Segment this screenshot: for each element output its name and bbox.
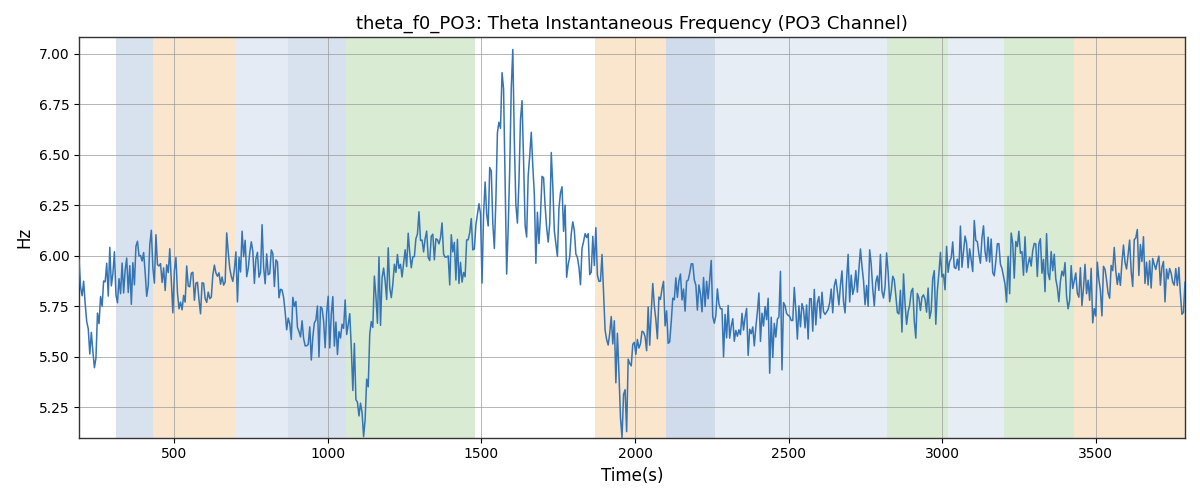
Bar: [595, 38, 666, 438]
Bar: [288, 38, 347, 438]
Bar: [948, 38, 1003, 438]
Y-axis label: Hz: Hz: [14, 227, 32, 248]
Bar: [767, 38, 826, 438]
Bar: [1151, 38, 1184, 438]
Bar: [715, 38, 767, 438]
Bar: [389, 38, 475, 438]
Bar: [887, 38, 948, 438]
Bar: [235, 38, 288, 438]
Bar: [116, 38, 152, 438]
Bar: [826, 38, 887, 438]
Bar: [347, 38, 389, 438]
Bar: [1003, 38, 1074, 438]
Bar: [1074, 38, 1151, 438]
Title: theta_f0_PO3: Theta Instantaneous Frequency (PO3 Channel): theta_f0_PO3: Theta Instantaneous Freque…: [356, 15, 908, 34]
X-axis label: Time(s): Time(s): [601, 467, 664, 485]
Bar: [152, 38, 235, 438]
Bar: [666, 38, 715, 438]
